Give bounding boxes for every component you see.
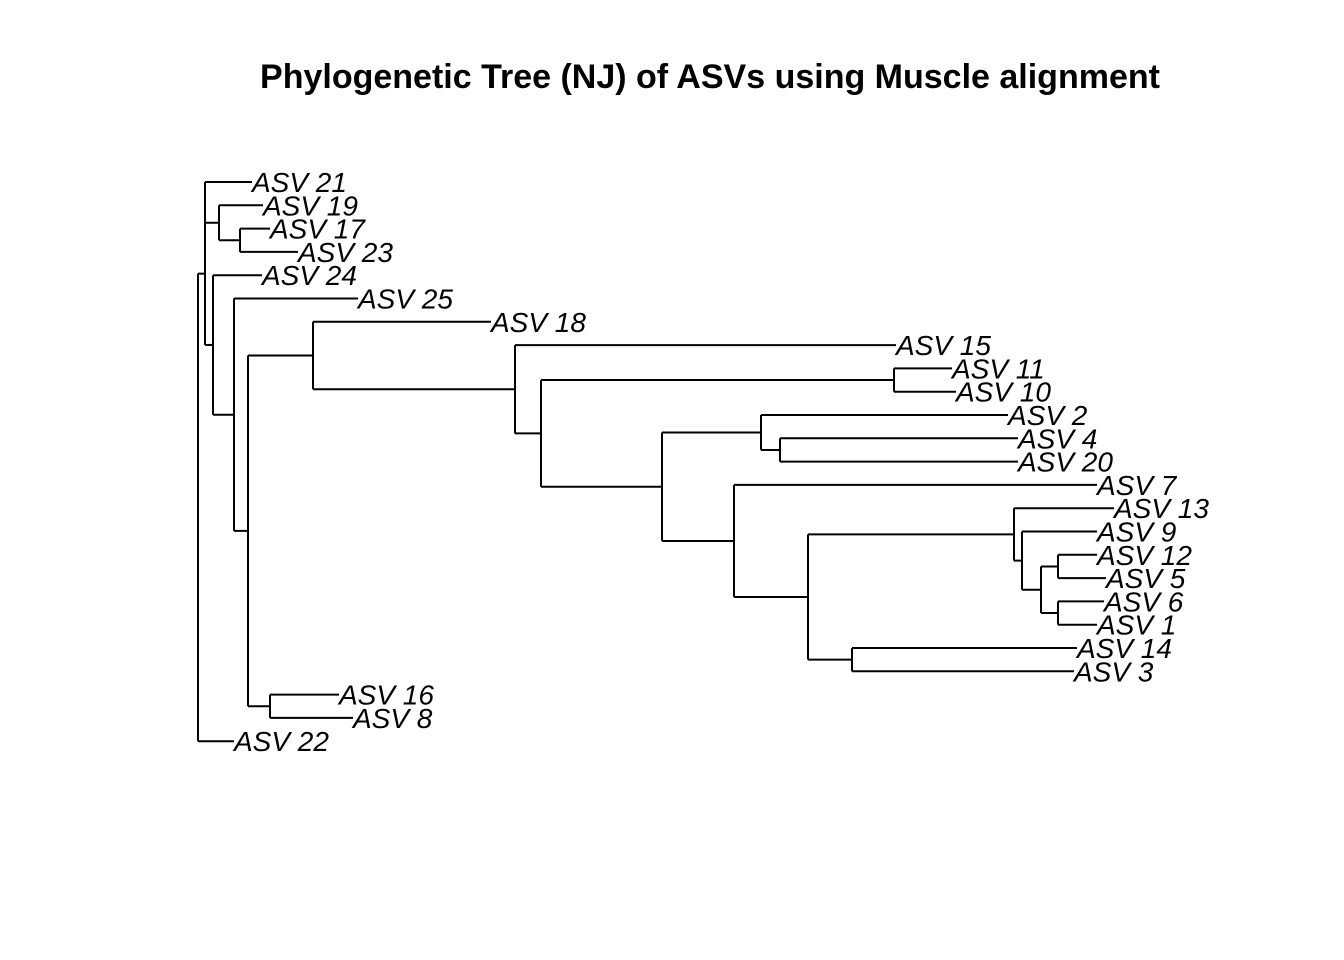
tip-label-asv-5: ASV 5 <box>1104 563 1186 594</box>
tip-label-asv-21: ASV 21 <box>250 167 347 198</box>
tip-label-asv-18: ASV 18 <box>489 307 586 338</box>
tip-label-asv-7: ASV 7 <box>1095 470 1178 501</box>
tip-label-asv-14: ASV 14 <box>1075 633 1172 664</box>
tip-label-asv-23: ASV 23 <box>296 237 393 268</box>
tip-label-asv-6: ASV 6 <box>1102 586 1184 617</box>
tree-branches <box>197 181 1114 743</box>
tip-label-asv-3: ASV 3 <box>1072 656 1154 687</box>
tip-label-asv-16: ASV 16 <box>337 680 434 711</box>
tip-label-asv-10: ASV 10 <box>954 377 1051 408</box>
tip-label-asv-22: ASV 22 <box>232 726 329 757</box>
tip-label-asv-13: ASV 13 <box>1112 493 1209 524</box>
tip-label-asv-15: ASV 15 <box>894 330 991 361</box>
tip-label-asv-24: ASV 24 <box>260 260 357 291</box>
tip-label-asv-2: ASV 2 <box>1006 400 1088 431</box>
tip-label-asv-11: ASV 11 <box>950 353 1045 384</box>
tip-label-asv-19: ASV 19 <box>261 190 358 221</box>
tip-label-asv-17: ASV 17 <box>268 214 366 245</box>
tip-label-asv-9: ASV 9 <box>1095 517 1176 548</box>
tip-label-asv-8: ASV 8 <box>351 703 433 734</box>
tip-label-asv-25: ASV 25 <box>356 284 453 315</box>
tip-label-asv-12: ASV 12 <box>1095 540 1192 571</box>
chart-title: Phylogenetic Tree (NJ) of ASVs using Mus… <box>260 58 1160 96</box>
tip-label-asv-1: ASV 1 <box>1095 610 1176 641</box>
tip-label-asv-4: ASV 4 <box>1016 423 1097 454</box>
tip-label-asv-20: ASV 20 <box>1016 447 1113 478</box>
